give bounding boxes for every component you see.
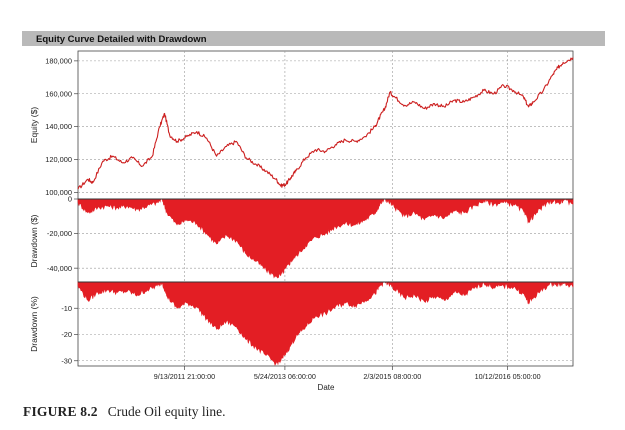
figure-caption: FIGURE 8.2 Crude Oil equity line. [23, 404, 226, 420]
y-tick-label: -10 [61, 304, 72, 313]
drawdown_usd-area [77, 198, 574, 279]
x-axis-label: Date [318, 383, 335, 392]
x-tick-label: 2/3/2015 08:00:00 [363, 372, 421, 381]
y-tick-label: 160,000 [45, 89, 72, 98]
x-tick-label: 5/24/2013 06:00:00 [254, 372, 316, 381]
grid-layer [78, 51, 573, 366]
y-tick-label: -40,000 [47, 264, 72, 273]
drawdown-pct-ylabel: Drawdown (%) [29, 296, 39, 352]
chart-area: Equity Curve Detailed with Drawdown 9/13… [22, 31, 605, 392]
y-tick-label: 120,000 [45, 155, 72, 164]
y-tick-label: 180,000 [45, 56, 72, 65]
equity-panel-frame [77, 50, 574, 200]
figure-caption-text: Crude Oil equity line. [107, 404, 226, 419]
axis-layer: 9/13/2011 21:00:00 5/24/2013 06:00:00 2/3/… [45, 56, 573, 381]
drawdown-usd-ylabel: Drawdown ($) [29, 214, 39, 267]
series-layer [77, 57, 574, 366]
equity-line [77, 57, 574, 190]
x-tick-label: 9/13/2011 21:00:00 [154, 372, 215, 381]
y-tick-label: 140,000 [45, 122, 72, 131]
y-tick-label: -20 [61, 330, 72, 339]
y-tick-label: -20,000 [47, 229, 72, 238]
y-tick-label: -30 [61, 356, 72, 365]
x-tick-label: 10/12/2016 05:00:00 [475, 372, 541, 381]
y-tick-label: 100,000 [45, 188, 72, 197]
y-tick-label: 0 [68, 195, 72, 204]
equity-ylabel: Equity ($) [29, 107, 39, 144]
chart-header-bar [22, 31, 605, 46]
drawdown_pct-area [77, 281, 574, 366]
figure-caption-label: FIGURE 8.2 [23, 404, 98, 419]
chart-title: Equity Curve Detailed with Drawdown [36, 34, 207, 45]
